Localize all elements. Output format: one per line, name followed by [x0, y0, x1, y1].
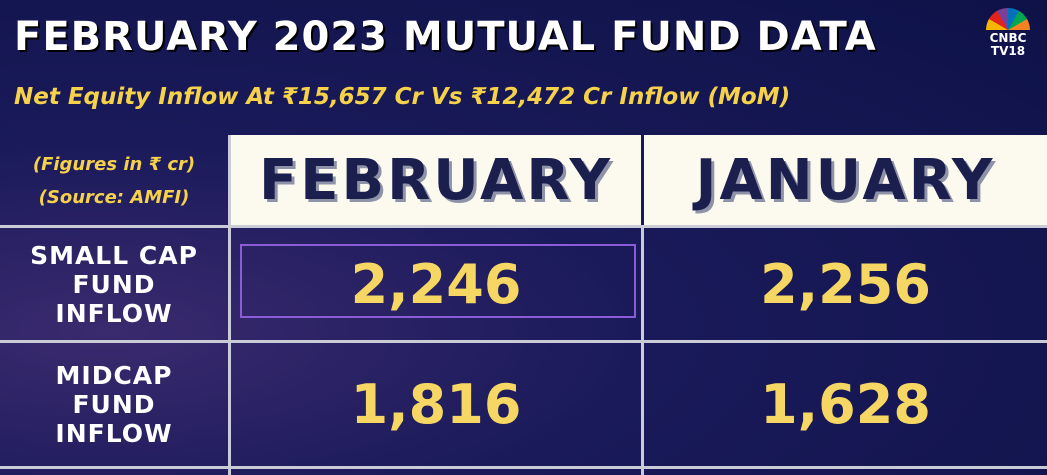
logo-text: CNBC	[989, 31, 1027, 45]
row-label-line: FUND	[72, 269, 156, 299]
row-label-line: SMALL CAP	[30, 240, 198, 270]
grid-line	[0, 225, 1047, 228]
note-line: (Figures in ₹ cr)	[32, 154, 196, 175]
highlight-box	[240, 244, 636, 318]
row-label-line: INFLOW	[55, 298, 173, 328]
row-label-line: MIDCAP	[55, 361, 173, 390]
row-label-line: INFLOW	[55, 419, 173, 448]
value-cell: 1,816	[350, 373, 522, 436]
note-line: (Source: AMFI)	[38, 187, 190, 208]
row-label: MIDCAP FUND INFLOW	[0, 343, 228, 466]
grid-line	[0, 340, 1047, 343]
column-header: JANUARY	[644, 135, 1047, 225]
subtitle: Net Equity Inflow At ₹15,657 Cr Vs ₹12,4…	[14, 84, 791, 110]
title: FEBRUARY 2023 MUTUAL FUND DATA	[14, 14, 877, 60]
value-cell: 2,246	[350, 252, 522, 316]
grid-line	[0, 466, 1047, 469]
row-label-line: FUND	[72, 390, 156, 419]
column-header: FEBRUARY	[231, 135, 641, 225]
grid-line	[641, 225, 644, 475]
logo-icon	[986, 8, 1030, 30]
grid-line	[228, 135, 231, 475]
logo-text: TV18	[990, 44, 1026, 58]
row-label: SMALL CAP FUND INFLOW	[0, 228, 228, 340]
logo: CNBC TV18	[977, 8, 1039, 58]
value-cell: 2,256	[760, 252, 931, 316]
value-cell: 1,628	[760, 373, 931, 436]
note: (Figures in ₹ cr) (Source: AMFI)	[0, 148, 228, 214]
